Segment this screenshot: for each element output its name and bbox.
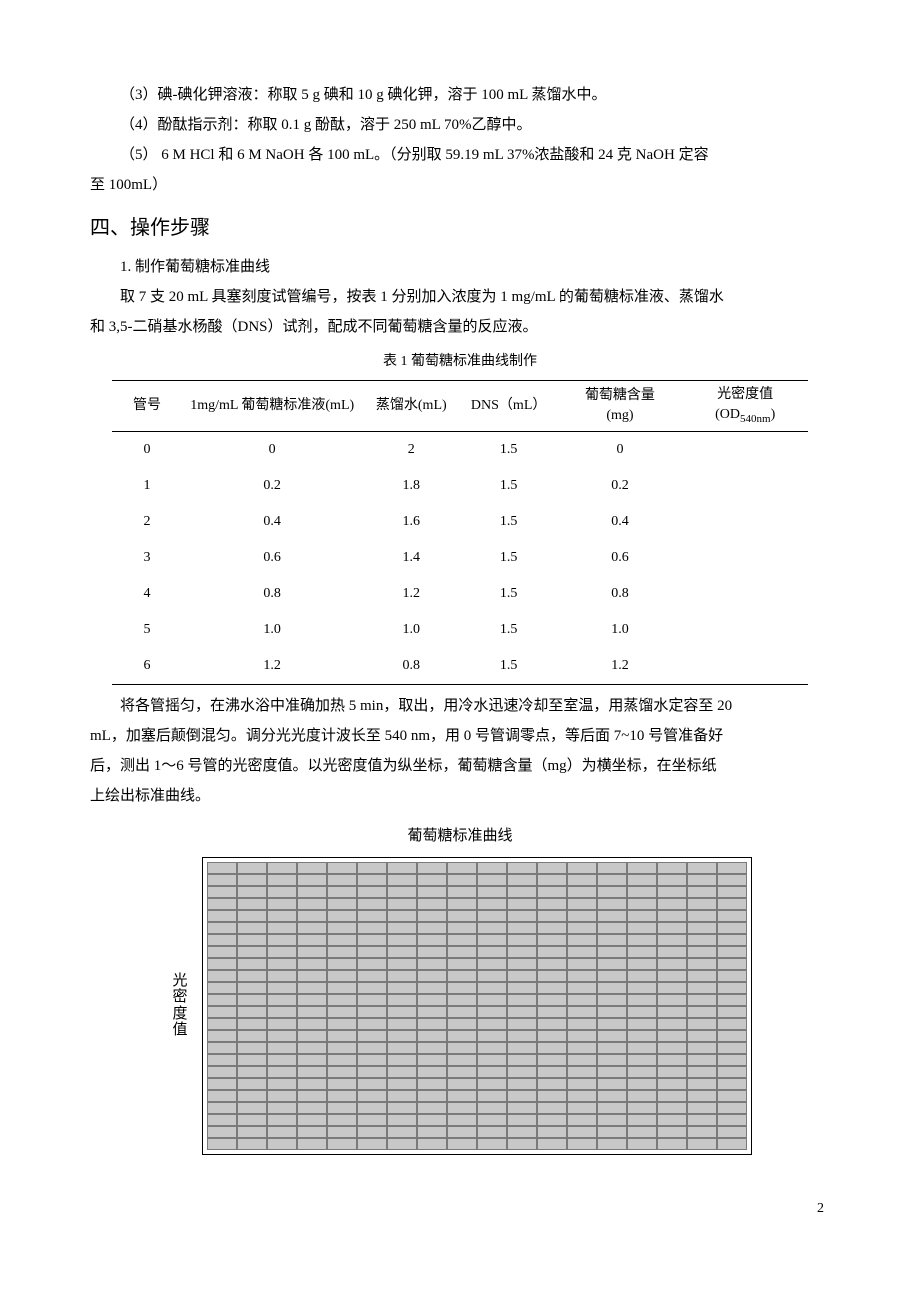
table-cell: 2 [112, 504, 182, 540]
step-1-intro-l2: 和 3,5-二硝基水杨酸（DNS）试剂，配成不同葡萄糖含量的反应液。 [90, 312, 830, 342]
glucose-chart: 葡萄糖标准曲线 光密度值 [90, 821, 830, 1155]
table-cell: 0 [112, 431, 182, 468]
table-cell: 1.2 [363, 576, 460, 612]
table-header-row: 管号 1mg/mL 葡萄糖标准液(mL) 蒸馏水(mL) DNS（mL） 葡萄糖… [112, 381, 808, 432]
table-1: 管号 1mg/mL 葡萄糖标准液(mL) 蒸馏水(mL) DNS（mL） 葡萄糖… [112, 380, 808, 685]
table-cell: 0.8 [182, 576, 363, 612]
table-cell: 1.6 [363, 504, 460, 540]
reagent-5-line2: 至 100mL） [90, 170, 830, 200]
table-cell: 0.2 [557, 468, 682, 504]
table-cell: 0 [182, 431, 363, 468]
table-row: 61.20.81.51.2 [112, 648, 808, 685]
table-cell: 5 [112, 612, 182, 648]
after-table-l1: 将各管摇匀，在沸水浴中准确加热 5 min，取出，用冷水迅速冷却至室温，用蒸馏水… [90, 691, 830, 721]
table-1-body: 0021.5010.21.81.50.220.41.61.50.430.61.4… [112, 431, 808, 684]
table-cell: 1.0 [557, 612, 682, 648]
table-cell: 0.6 [557, 540, 682, 576]
table-cell: 1.4 [363, 540, 460, 576]
table-1-caption: 表 1 葡萄糖标准曲线制作 [90, 348, 830, 376]
table-row: 51.01.01.51.0 [112, 612, 808, 648]
table-cell: 1 [112, 468, 182, 504]
table-cell: 3 [112, 540, 182, 576]
chart-ylabel: 光密度值 [168, 973, 192, 1039]
table-cell: 0 [557, 431, 682, 468]
table-cell: 0.4 [557, 504, 682, 540]
table-cell: 1.0 [182, 612, 363, 648]
table-cell [683, 431, 808, 468]
table-cell: 1.5 [460, 576, 557, 612]
table-row: 40.81.21.50.8 [112, 576, 808, 612]
table-cell: 1.5 [460, 540, 557, 576]
table-cell: 1.5 [460, 504, 557, 540]
table-cell: 0.8 [557, 576, 682, 612]
table-cell: 1.8 [363, 468, 460, 504]
step-1-intro-l1: 取 7 支 20 mL 具塞刻度试管编号，按表 1 分别加入浓度为 1 mg/m… [90, 282, 830, 312]
table-row: 0021.50 [112, 431, 808, 468]
th-tube-b: 号 [147, 398, 161, 413]
table-cell [683, 612, 808, 648]
table-row: 10.21.81.50.2 [112, 468, 808, 504]
table-cell: 4 [112, 576, 182, 612]
th-glucose-amt-a: 葡萄糖含量 [563, 386, 676, 406]
table-cell [683, 648, 808, 685]
table-cell [683, 540, 808, 576]
table-row: 20.41.61.50.4 [112, 504, 808, 540]
th-tube-a: 管 [133, 398, 147, 413]
section-4-heading: 四、操作步骤 [90, 208, 830, 248]
step-1-title: 1. 制作葡萄糖标准曲线 [90, 252, 830, 282]
page-number: 2 [90, 1195, 830, 1223]
table-cell: 1.5 [460, 648, 557, 685]
table-cell: 0.6 [182, 540, 363, 576]
table-cell [683, 468, 808, 504]
after-table-l2: mL，加塞后颠倒混匀。调分光光度计波长至 540 nm，用 0 号管调零点，等后… [90, 721, 830, 751]
table-cell: 2 [363, 431, 460, 468]
th-od-a: 光密度值 [689, 385, 802, 405]
reagent-5-line1: （5） 6 M HCl 和 6 M NaOH 各 100 mL。（分别取 59.… [90, 140, 830, 170]
table-cell: 1.5 [460, 468, 557, 504]
after-table-l4: 上绘出标准曲线。 [90, 781, 830, 811]
table-cell [683, 576, 808, 612]
reagent-4: （4）酚酞指示剂：称取 0.1 g 酚酞，溶于 250 mL 70%乙醇中。 [90, 110, 830, 140]
table-cell: 1.2 [557, 648, 682, 685]
table-cell: 1.0 [363, 612, 460, 648]
table-row: 30.61.41.50.6 [112, 540, 808, 576]
reagent-3: （3）碘-碘化钾溶液：称取 5 g 碘和 10 g 碘化钾，溶于 100 mL … [90, 80, 830, 110]
table-cell: 0.2 [182, 468, 363, 504]
table-cell: 0.4 [182, 504, 363, 540]
chart-title: 葡萄糖标准曲线 [90, 821, 830, 851]
table-cell: 1.5 [460, 612, 557, 648]
after-table-l3: 后，测出 1～6 号管的光密度值。以光密度值为纵坐标，葡萄糖含量（mg）为横坐标… [90, 751, 830, 781]
table-cell: 1.2 [182, 648, 363, 685]
th-glucose-amt-b: (mg) [563, 406, 676, 426]
table-cell [683, 504, 808, 540]
th-glucose-std: 1mg/mL 葡萄糖标准液(mL) [182, 381, 363, 432]
table-cell: 1.5 [460, 431, 557, 468]
chart-grid [207, 862, 747, 1150]
th-dns: DNS（mL） [460, 381, 557, 432]
table-cell: 6 [112, 648, 182, 685]
chart-grid-frame [202, 857, 752, 1155]
th-water: 蒸馏水(mL) [363, 381, 460, 432]
th-od-b: (OD540nm) [689, 405, 802, 427]
table-cell: 0.8 [363, 648, 460, 685]
